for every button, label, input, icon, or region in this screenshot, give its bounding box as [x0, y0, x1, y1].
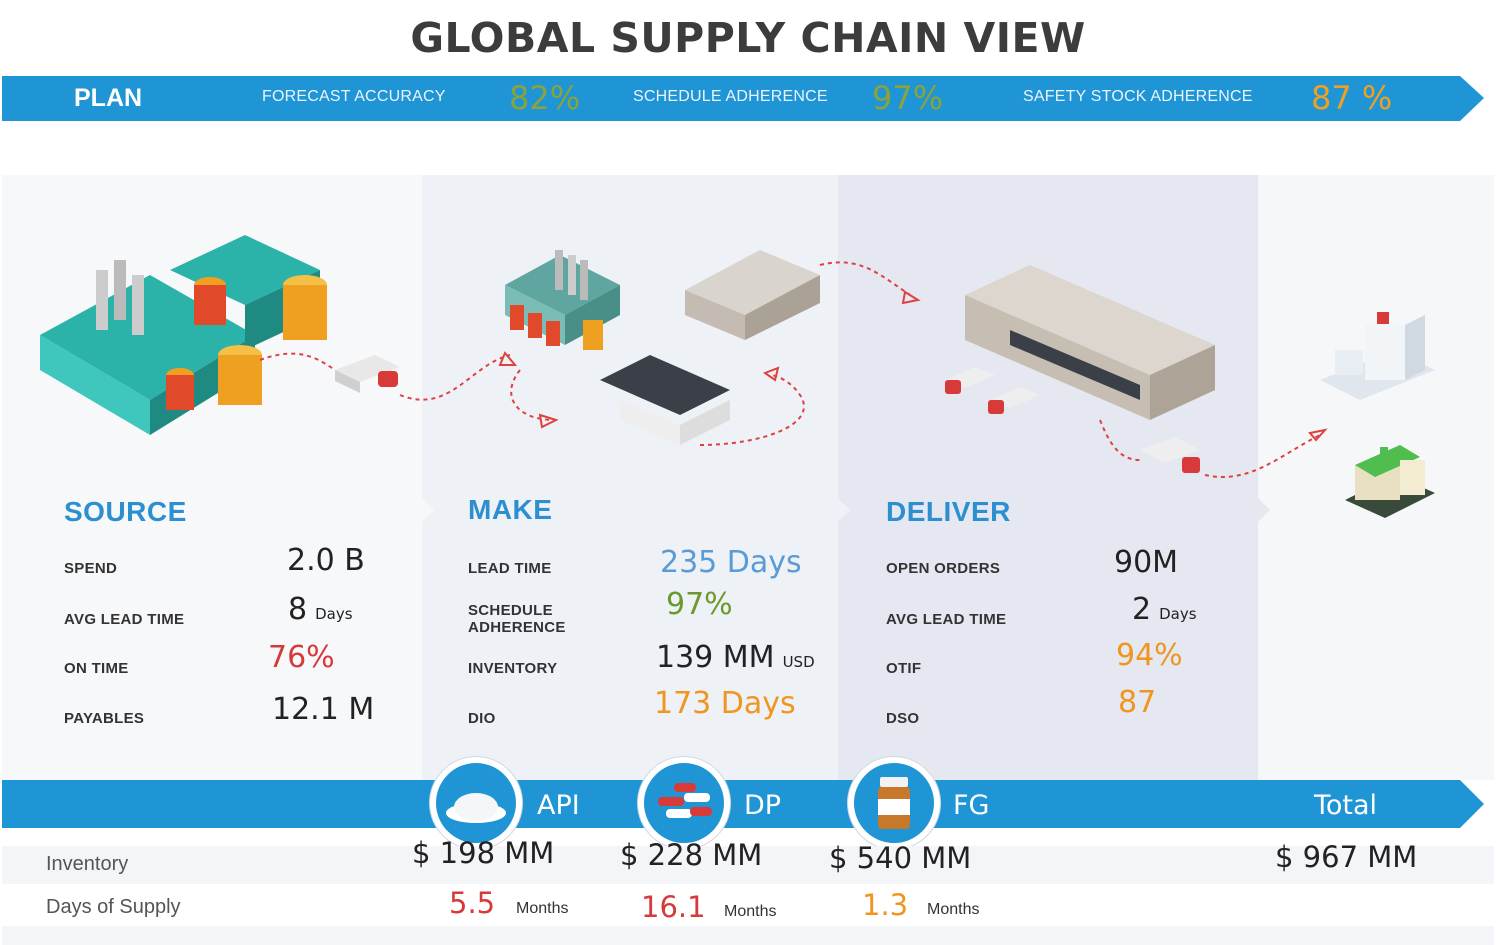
fg-days-of-supply-unit: Months	[927, 901, 980, 918]
distribution-center-icon	[600, 355, 730, 445]
lead-time-label: LEAD TIME	[468, 560, 552, 577]
dso-value: 87	[1118, 685, 1157, 720]
plant-icon	[505, 250, 620, 350]
on-time-value: 76%	[268, 640, 335, 675]
plan-bar-arrow	[2, 76, 1484, 121]
hospital-icon	[1320, 312, 1435, 400]
schedule-adherence-label-make: SCHEDULE ADHERENCE	[468, 602, 566, 636]
truck-icon	[945, 367, 1200, 473]
api-inventory-value: $ 198 MM	[412, 836, 555, 870]
make-title: MAKE	[468, 494, 553, 525]
capsules-icon	[638, 757, 730, 849]
payables-value: 12.1 M	[272, 692, 375, 727]
inventory-row	[2, 846, 1494, 884]
flow-arrow	[259, 261, 1321, 478]
factory-icon	[40, 235, 327, 435]
api-label: API	[537, 790, 580, 821]
total-label: Total	[1314, 790, 1378, 821]
page-title: GLOBAL SUPPLY CHAIN VIEW	[410, 14, 1086, 62]
dp-days-of-supply-unit: Months	[724, 903, 777, 920]
section-notch	[422, 498, 434, 522]
schedule-adherence-label: SCHEDULE ADHERENCE	[633, 88, 828, 105]
dio-value: 173 Days	[654, 686, 796, 721]
avg-lead-time-value-deliver: 2 Days	[1132, 592, 1197, 627]
section-notch	[1258, 498, 1270, 522]
dp-inventory-value: $ 228 MM	[620, 838, 763, 872]
days-of-supply-label: Days of Supply	[46, 896, 181, 918]
dp-days-of-supply-value: 16.1	[641, 890, 706, 924]
days-of-supply-row	[2, 926, 1494, 945]
fg-inventory-value: $ 540 MM	[829, 841, 972, 875]
avg-lead-time-label-deliver: AVG LEAD TIME	[886, 611, 1007, 628]
deliver-title: DELIVER	[886, 496, 1011, 527]
inventory-value: 139 MM USD	[656, 640, 815, 675]
api-days-of-supply-unit: Months	[516, 900, 569, 917]
otif-label: OTIF	[886, 660, 922, 677]
spend-value: 2.0 B	[287, 543, 365, 578]
fg-days-of-supply-value: 1.3	[862, 888, 909, 922]
lead-time-value: 235 Days	[660, 545, 802, 580]
on-time-label: ON TIME	[64, 660, 129, 677]
section-notch	[838, 498, 850, 522]
dio-label: DIO	[468, 710, 496, 727]
open-orders-label: OPEN ORDERS	[886, 560, 1001, 577]
arrow-head-icon	[498, 290, 1328, 442]
safety-stock-adherence-label: SAFETY STOCK ADHERENCE	[1023, 88, 1253, 105]
schedule-adherence-value: 97%	[872, 79, 944, 117]
total-inventory-value: $ 967 MM	[1275, 840, 1418, 874]
inventory-row-label: Inventory	[46, 853, 129, 875]
plan-label: PLAN	[74, 84, 143, 112]
avg-lead-time-value: 8 Days	[288, 592, 353, 627]
product-bar	[2, 780, 1484, 828]
dso-label: DSO	[886, 710, 920, 727]
spend-label: SPEND	[64, 560, 118, 577]
forecast-accuracy-label: FORECAST ACCURACY	[262, 88, 446, 105]
source-title: SOURCE	[64, 496, 187, 527]
avg-lead-time-label: AVG LEAD TIME	[64, 611, 185, 628]
pharmacy-icon	[1345, 445, 1435, 518]
big-warehouse-icon	[965, 265, 1215, 420]
truck-icon	[335, 355, 400, 393]
dp-label: DP	[744, 790, 782, 821]
plan-bar: PLAN FORECAST ACCURACY 82% SCHEDULE ADHE…	[2, 76, 1484, 121]
schedule-adherence-value-make: 97%	[666, 587, 733, 622]
otif-value: 94%	[1116, 638, 1183, 673]
open-orders-value: 90M	[1114, 545, 1179, 580]
payables-label: PAYABLES	[64, 710, 145, 727]
safety-stock-adherence-value: 87 %	[1311, 79, 1393, 117]
product-bar-arrow	[2, 780, 1484, 828]
inventory-label: INVENTORY	[468, 660, 558, 677]
warehouse-icon	[685, 250, 820, 340]
forecast-accuracy-value: 82%	[509, 79, 581, 117]
api-days-of-supply-value: 5.5	[449, 886, 496, 920]
supply-chain-illustration	[40, 235, 1435, 518]
fg-label: FG	[953, 790, 990, 821]
pill-bottle-icon	[848, 757, 940, 849]
